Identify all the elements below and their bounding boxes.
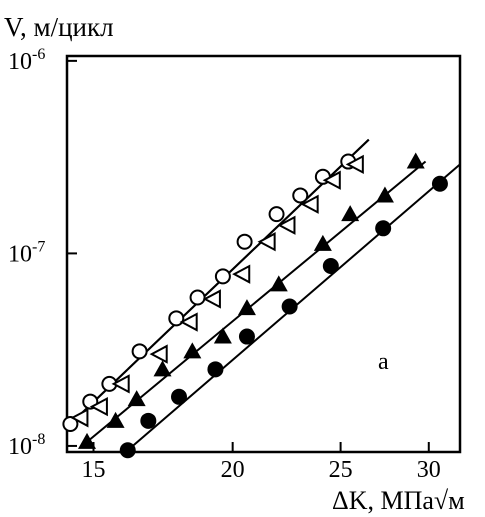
marker-filled-triangle [127,390,146,407]
marker-filled-circle [375,220,392,237]
marker-open-circle [236,233,253,250]
marker-filled-triangle [269,275,288,292]
panel-annotation: а [378,349,389,375]
y-tick-label: 10-8 [8,431,45,460]
plot-frame [65,54,462,454]
marker-filled-circle [207,361,224,378]
marker-open-triangle [111,374,130,394]
marker-filled-triangle [313,234,332,251]
marker-open-circle [62,415,79,432]
marker-open-circle [189,289,206,306]
marker-open-triangle [179,312,198,332]
marker-open-triangle [300,194,319,214]
fit-lines [69,138,461,451]
marker-open-circle [292,187,309,204]
marker-open-triangle [149,344,168,364]
marker-open-triangle [202,289,221,309]
marker-filled-triangle [213,327,232,344]
marker-open-triangle [322,170,341,190]
marker-open-triangle [70,408,89,428]
marker-filled-triangle [153,360,172,377]
y-tick-exponent: -8 [32,431,45,448]
marker-filled-triangle [406,152,425,169]
marker-filled-triangle [341,205,360,222]
x-tick-label: 25 [329,457,353,483]
y-tick-base: 10 [8,241,32,267]
marker-open-circle [131,343,148,360]
marker-open-triangle [257,232,276,252]
x-tick-label: 20 [221,457,245,483]
marker-filled-circle [119,442,136,459]
marker-open-circle [268,206,285,223]
y-tick-exponent: -7 [32,238,45,255]
marker-open-triangle [277,215,296,235]
x-tick-label: 30 [417,457,441,483]
y-tick-label: 10-7 [8,238,45,267]
y-axis-label: V, м/цикл [4,12,114,42]
marker-filled-circle [431,175,448,192]
marker-filled-circle [322,258,339,275]
marker-open-triangle [232,264,251,284]
y-tick-base: 10 [8,434,32,460]
y-tick-base: 10 [8,49,32,75]
marker-filled-triangle [78,432,97,449]
marker-filled-triangle [106,411,125,428]
fit-line [86,160,427,443]
marker-filled-triangle [375,186,394,203]
marker-open-triangle [345,154,364,175]
marker-open-circle [168,310,185,327]
marker-filled-triangle [183,342,202,359]
x-axis-label: ΔK, МПа√м [332,486,465,515]
y-tick-exponent: -6 [32,46,45,63]
marker-open-circle [214,268,231,285]
marker-open-triangle [89,396,108,417]
marker-filled-circle [140,412,157,429]
marker-filled-circle [171,388,188,405]
marker-filled-triangle [237,299,256,316]
x-tick-label: 15 [82,457,106,483]
y-tick-label: 10-6 [8,46,45,75]
marker-filled-circle [238,328,255,345]
data-markers [62,152,448,459]
marker-filled-circle [281,298,298,315]
